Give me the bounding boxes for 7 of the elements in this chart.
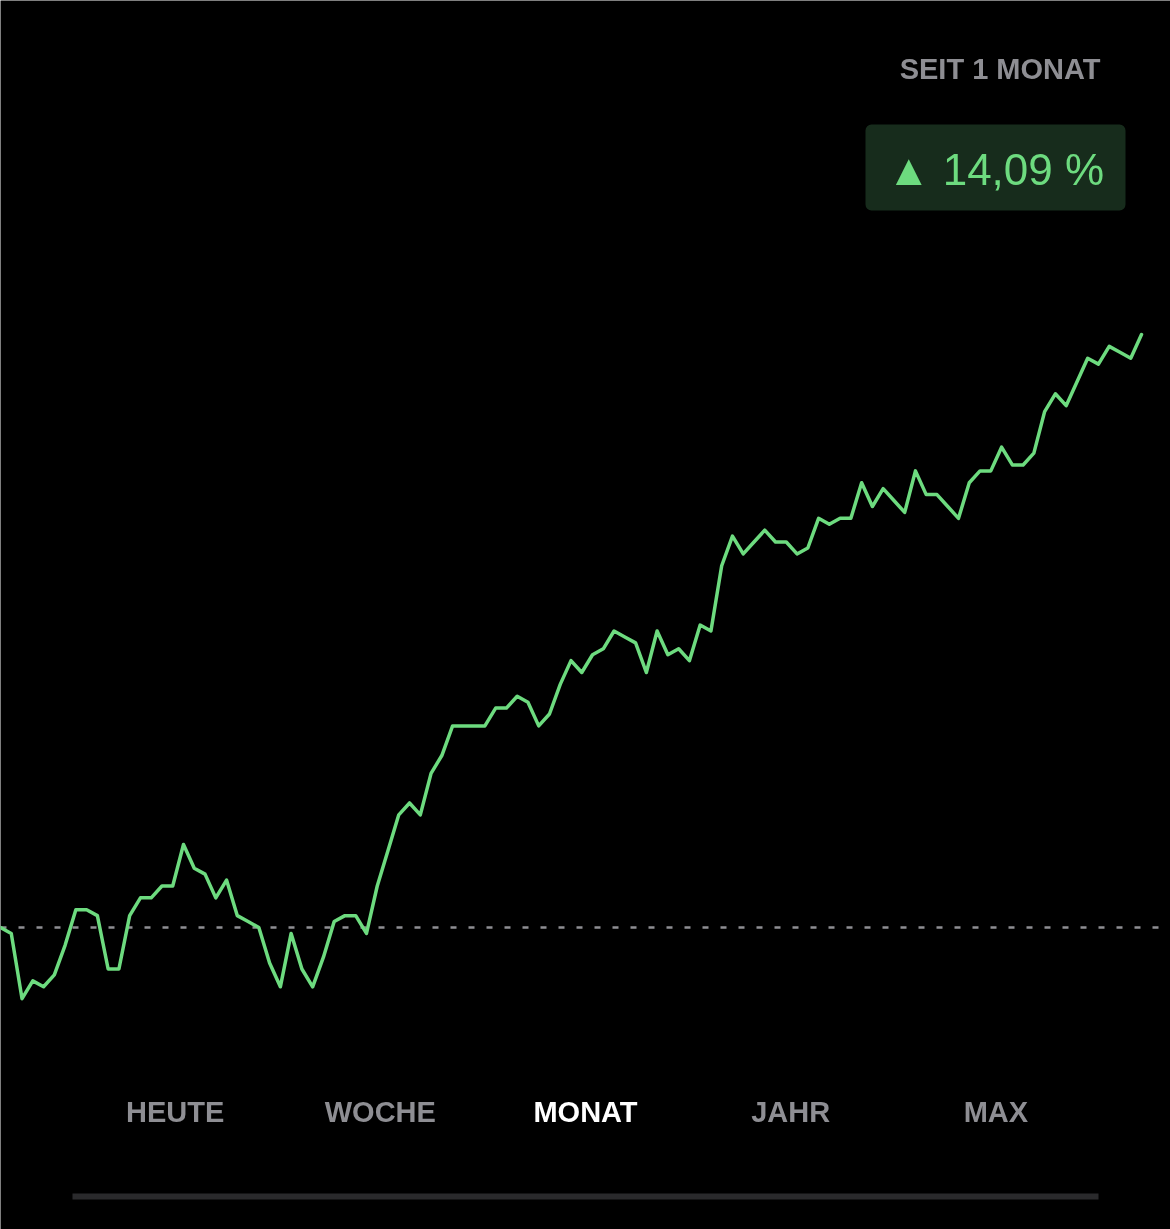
- text: MAX: [963, 1095, 1029, 1128]
- text: WOCHE: [324, 1095, 436, 1128]
- text: JAHR: [751, 1095, 831, 1128]
- text: SEIT 1 MONAT: [899, 52, 1101, 85]
- text: HEUTE: [125, 1095, 225, 1128]
- text: ▲ 14,09 %: [886, 145, 1105, 194]
- text: MONAT: [533, 1095, 638, 1128]
